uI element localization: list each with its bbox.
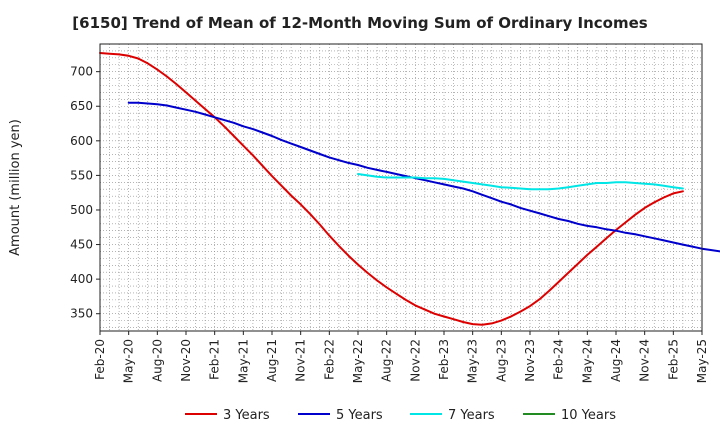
x-tick-label: May-22 xyxy=(351,339,365,383)
x-tick-label: Nov-24 xyxy=(638,339,652,382)
x-tick-label: Feb-25 xyxy=(666,339,680,380)
series-line-7-years xyxy=(357,173,684,191)
x-tick-label: Nov-21 xyxy=(294,339,308,382)
legend-item: 7 Years xyxy=(410,408,495,423)
x-tick-label: Feb-22 xyxy=(322,339,336,380)
y-tick-label: 600 xyxy=(70,134,93,148)
x-tick-label: Nov-20 xyxy=(179,339,193,382)
legend-item: 3 Years xyxy=(185,408,270,423)
legend-item: 10 Years xyxy=(523,408,616,423)
legend-label: 10 Years xyxy=(561,408,616,423)
x-tick-label: May-21 xyxy=(236,339,250,383)
series-line-3-years xyxy=(99,52,684,326)
x-tick-label: Aug-22 xyxy=(380,339,394,382)
y-tick-label: 350 xyxy=(70,307,93,321)
x-tick-label: Feb-21 xyxy=(208,339,222,380)
x-tick-label: May-20 xyxy=(122,339,136,383)
x-tick-label: Nov-22 xyxy=(408,339,422,382)
legend-label: 3 Years xyxy=(223,408,270,423)
x-tick-label: May-24 xyxy=(580,339,594,383)
legend-item: 5 Years xyxy=(298,408,383,423)
x-tick-label: Feb-23 xyxy=(437,339,451,380)
x-tick-label: May-23 xyxy=(466,339,480,383)
x-tick-label: Feb-24 xyxy=(552,339,566,380)
y-tick-label: 700 xyxy=(70,65,93,79)
y-tick-label: 450 xyxy=(70,238,93,252)
x-tick-label: May-25 xyxy=(695,339,709,383)
chart-title: [6150] Trend of Mean of 12-Month Moving … xyxy=(72,14,648,32)
y-tick-label: 650 xyxy=(70,99,93,113)
y-tick-label: 550 xyxy=(70,168,93,182)
x-tick-label: Aug-24 xyxy=(609,339,623,382)
x-tick-label: Feb-20 xyxy=(93,339,107,380)
y-axis-title: Amount (million yen) xyxy=(8,119,23,256)
series-line-5-years xyxy=(127,101,720,253)
x-tick-label: Aug-23 xyxy=(494,339,508,382)
y-tick-label: 500 xyxy=(70,203,93,217)
plot-area-frame xyxy=(99,43,703,332)
x-tick-label: Aug-20 xyxy=(150,339,164,382)
x-tick-label: Aug-21 xyxy=(265,339,279,382)
legend-label: 7 Years xyxy=(448,408,495,423)
x-tick-label: Nov-23 xyxy=(523,339,537,382)
legend-label: 5 Years xyxy=(336,408,383,423)
y-tick-label: 400 xyxy=(70,272,93,286)
